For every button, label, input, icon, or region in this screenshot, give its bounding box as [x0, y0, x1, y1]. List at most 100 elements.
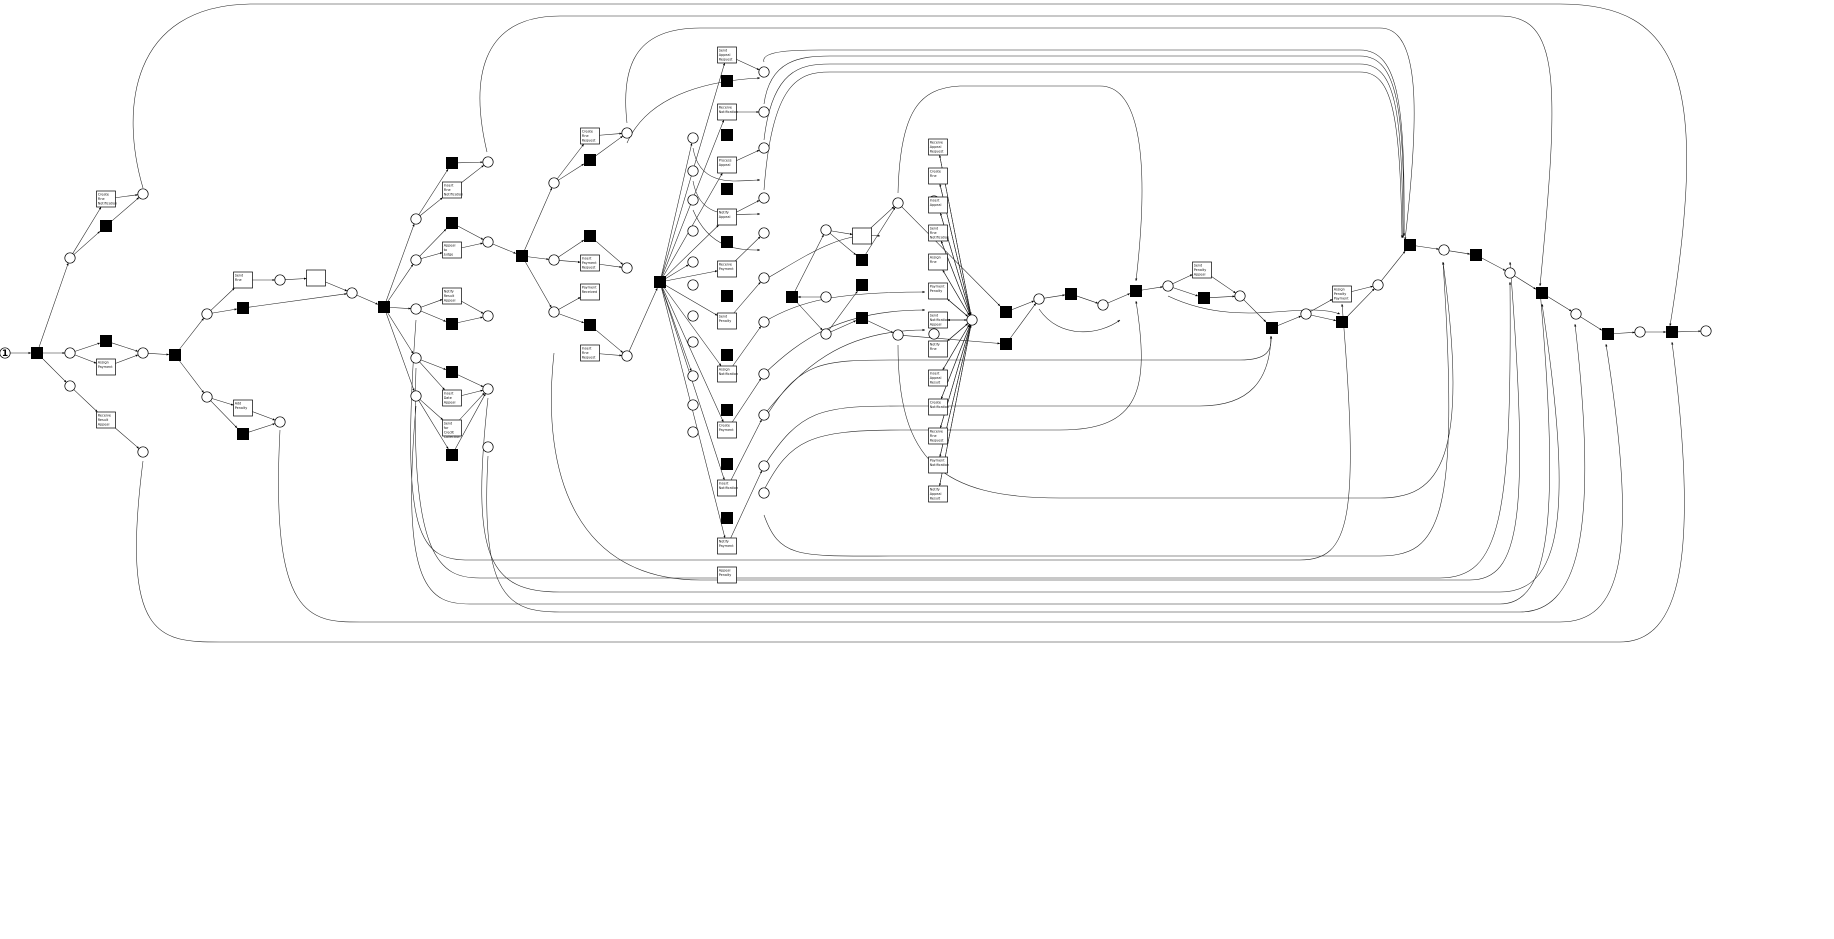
transition-label: Receive	[930, 141, 943, 145]
transition-rect	[717, 479, 737, 497]
arc	[1547, 296, 1572, 312]
transition-label: Notify	[719, 211, 729, 215]
transition-label: Appeal	[719, 569, 731, 573]
transition-label: Create	[930, 170, 941, 174]
arc	[115, 427, 140, 449]
transition-label: Request	[582, 138, 596, 142]
transition-label: Penalty	[1194, 268, 1207, 272]
transition-rect	[928, 369, 948, 387]
transition-label: Appeal	[930, 322, 942, 326]
silent-transition	[378, 301, 390, 313]
arc	[1172, 287, 1199, 297]
arc	[1310, 299, 1333, 312]
transition-label: Notification	[930, 463, 949, 467]
transition-rect	[442, 241, 462, 259]
silent-transition	[446, 157, 458, 169]
arc	[942, 324, 970, 371]
arc	[457, 316, 483, 323]
silent-transition	[654, 276, 666, 288]
silent-transition	[100, 335, 112, 347]
transition-label: Result	[930, 496, 941, 500]
silent-transition	[1130, 285, 1142, 297]
place	[1372, 279, 1384, 291]
transition-label: Payment	[582, 286, 598, 290]
place	[687, 279, 699, 291]
transition-label: Notification	[719, 110, 738, 114]
transition-label: Appeal	[719, 53, 731, 57]
place	[201, 308, 213, 320]
silent-transition	[1198, 292, 1210, 304]
place	[482, 236, 494, 248]
arc	[492, 243, 517, 254]
long-arc	[1167, 295, 1341, 315]
arc	[830, 320, 857, 333]
transition-label: Payment	[582, 261, 598, 265]
transition-rect	[96, 411, 116, 429]
transition-label: Payment	[98, 365, 114, 369]
place	[687, 336, 699, 348]
arc	[661, 287, 725, 481]
place	[64, 252, 76, 264]
arc	[599, 264, 622, 269]
place	[1162, 280, 1174, 292]
place	[410, 352, 422, 364]
place	[758, 66, 770, 78]
silent-transition	[237, 428, 249, 440]
transition-label: Receive	[719, 263, 732, 267]
arc	[74, 342, 101, 352]
transition-label: Appeal	[444, 244, 456, 248]
place	[0, 347, 11, 359]
place	[621, 350, 633, 362]
silent-transition	[856, 312, 868, 324]
arc	[1010, 303, 1037, 339]
silent-transition	[446, 217, 458, 229]
transition-rect	[717, 208, 737, 226]
arc	[735, 236, 761, 262]
arc	[733, 281, 761, 314]
arc	[940, 324, 971, 400]
transition-label: Insert	[930, 199, 940, 203]
place	[410, 303, 422, 315]
long-arc	[763, 49, 1406, 237]
transition-label: Insert	[444, 184, 454, 188]
transition-label: Fine	[930, 260, 937, 264]
arc	[661, 287, 692, 372]
long-arc	[763, 308, 926, 375]
transition-label: Insert	[582, 257, 592, 261]
arc	[730, 419, 762, 481]
transition-rect	[717, 46, 737, 64]
arc	[558, 297, 581, 310]
transition-label: Create	[582, 130, 593, 134]
arc	[527, 256, 549, 261]
long-arc	[763, 71, 1404, 239]
place	[892, 329, 904, 341]
place	[482, 383, 494, 395]
arc	[212, 308, 238, 314]
silent-transition	[1266, 322, 1278, 334]
place	[758, 460, 770, 472]
transition-label: Create	[719, 424, 730, 428]
silent-transition	[1336, 316, 1348, 328]
arc	[419, 399, 444, 421]
transition-label: Appeal	[444, 298, 456, 302]
arc	[419, 197, 443, 216]
transition-label: Appeal	[719, 215, 731, 219]
transition-label: Receive	[98, 414, 111, 418]
transition-rect	[96, 190, 116, 208]
arc	[828, 290, 858, 330]
arc	[867, 320, 894, 334]
arc	[1381, 250, 1406, 282]
arc	[248, 292, 347, 308]
transition-rect	[928, 253, 948, 271]
